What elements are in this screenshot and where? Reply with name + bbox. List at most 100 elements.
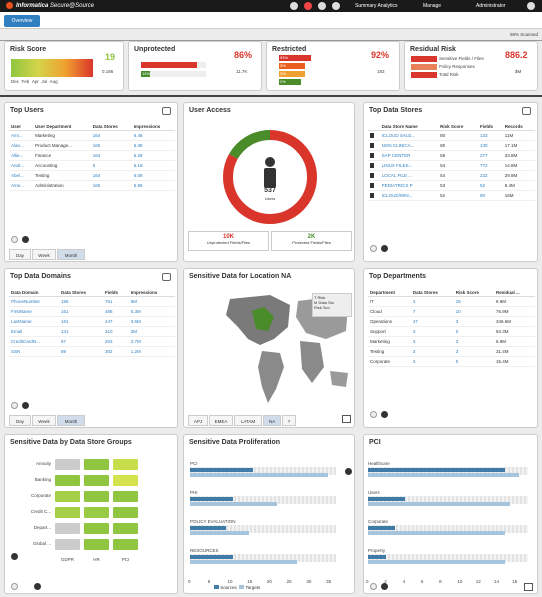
table-row[interactable]: Marketing 3 3 6.9M <box>368 336 535 347</box>
column-header[interactable]: Department <box>368 289 411 297</box>
prev-page-icon[interactable] <box>370 411 377 418</box>
restricted-card[interactable]: Restricted 93% 3% 3% 2% 92% 183 <box>266 41 400 91</box>
table-cell[interactable]: 130 <box>477 140 503 151</box>
period-week-button[interactable]: Week <box>32 415 56 426</box>
region-tab-emea[interactable]: EMEA <box>209 415 233 426</box>
tab-overview[interactable]: Overview <box>4 15 40 27</box>
column-header[interactable]: User Department <box>33 123 91 131</box>
heatmap-cell[interactable] <box>113 475 138 486</box>
table-cell[interactable]: SAP CENTER <box>379 150 439 161</box>
table-cell[interactable]: 3 <box>410 296 454 307</box>
table-cell[interactable]: LOCAL FILE ... <box>379 170 439 181</box>
heatmap-cell[interactable] <box>113 459 138 470</box>
table-row[interactable]: LINUX FILES... 54 772 14.8M <box>368 160 535 171</box>
prev-page-icon[interactable] <box>11 402 18 409</box>
table-cell[interactable]: LINUX FILES... <box>379 160 439 171</box>
residual-risk-card[interactable]: Residual Risk Sensitive Fields / Files P… <box>404 41 538 91</box>
table-cell[interactable]: 6.38 <box>131 140 175 151</box>
table-row[interactable]: ICLOUD SALE... 80 133 11M <box>368 130 535 141</box>
region-south-america[interactable] <box>258 351 284 403</box>
region-tab-other[interactable]: ? <box>282 415 296 426</box>
bar-sources[interactable] <box>368 468 506 472</box>
table-cell[interactable]: 89 <box>59 346 103 357</box>
table-cell[interactable]: 133 <box>477 130 503 141</box>
table-row[interactable]: NON CLINICA... 80 130 17.1M <box>368 140 535 151</box>
column-header[interactable]: Fields <box>102 289 129 297</box>
column-header[interactable]: Data Stores <box>59 289 103 297</box>
table-cell[interactable]: 3 <box>410 326 454 337</box>
table-cell[interactable]: 164 <box>90 150 132 161</box>
table-cell[interactable]: 7 <box>410 306 454 317</box>
globe-icon[interactable] <box>332 2 340 10</box>
table-row[interactable]: Support 3 0 94.3M <box>368 326 535 337</box>
heatmap-cell[interactable] <box>55 491 80 502</box>
menu-summary-analytics[interactable]: Summary Analytics <box>355 3 398 9</box>
table-cell[interactable]: 1.2M <box>128 346 175 357</box>
bar-sources[interactable] <box>190 497 234 501</box>
table-cell[interactable]: 3 <box>410 336 454 347</box>
table-row[interactable]: SSN 89 302 1.2M <box>9 346 175 357</box>
table-cell[interactable]: 15 <box>453 296 494 307</box>
table-row[interactable]: CreditCardN... 87 203 2.7M <box>9 336 175 347</box>
region-tab-latam[interactable]: LATAM <box>234 415 262 426</box>
table-cell[interactable]: SSN <box>9 346 60 357</box>
table-cell[interactable]: Abel... <box>9 170 34 181</box>
table-cell[interactable]: 2M <box>128 326 175 337</box>
table-row[interactable]: Allie... Finance 164 6.28 <box>9 150 175 161</box>
alert-icon[interactable] <box>304 2 312 10</box>
settings-icon[interactable] <box>527 2 535 10</box>
heatmap-cell[interactable] <box>84 507 109 518</box>
bar-targets[interactable] <box>190 531 250 535</box>
export-icon[interactable] <box>524 583 533 591</box>
table-cell[interactable]: 10 <box>453 306 494 317</box>
heatmap-cell[interactable] <box>113 507 138 518</box>
column-header[interactable]: Data Stores <box>90 123 132 131</box>
heatmap-cell[interactable] <box>84 539 109 550</box>
table-cell[interactable]: 3.6M <box>128 316 175 327</box>
gear-icon[interactable] <box>290 2 298 10</box>
expand-icon[interactable] <box>162 107 171 115</box>
table-cell[interactable]: 5.98 <box>131 180 175 191</box>
bar-sources[interactable] <box>190 526 226 530</box>
table-cell[interactable]: 488 <box>102 306 129 317</box>
table-cell[interactable]: 6.48 <box>131 130 175 141</box>
table-cell[interactable]: 52 <box>477 180 503 191</box>
bar-sources[interactable] <box>190 555 234 559</box>
table-row[interactable]: ICLOUD/WIN... 52 90 16M <box>368 190 535 201</box>
world-map[interactable] <box>190 287 352 409</box>
table-row[interactable]: LOCAL FILE ... 54 232 29.8M <box>368 170 535 181</box>
table-cell[interactable]: 310 <box>102 326 129 337</box>
bar-targets[interactable] <box>190 473 329 477</box>
table-cell[interactable]: 761 <box>102 296 129 307</box>
table-row[interactable]: FirstName 161 488 5.3M <box>9 306 175 317</box>
protected-summary[interactable]: 2K Protected Fields/Files <box>271 231 352 251</box>
region-highlight-na[interactable] <box>252 307 274 331</box>
table-cell[interactable]: FirstName <box>9 306 60 317</box>
table-cell[interactable]: 47 <box>410 316 454 327</box>
column-header[interactable]: Risk Score <box>453 289 494 297</box>
table-cell[interactable]: Email <box>9 326 60 337</box>
heatmap-cell[interactable] <box>113 523 138 534</box>
next-page-icon[interactable] <box>381 245 388 252</box>
next-page-icon[interactable] <box>381 411 388 418</box>
table-cell[interactable]: Allie... <box>9 150 34 161</box>
region-africa[interactable] <box>300 341 324 383</box>
table-cell[interactable]: 447 <box>102 316 129 327</box>
bar-sources[interactable] <box>368 555 387 559</box>
risk-score-card[interactable]: Risk Score Dec Feb Apr Jul Aug 19 0.186 <box>4 41 124 91</box>
table-cell[interactable]: 164 <box>90 170 132 181</box>
heatmap-cell[interactable] <box>113 539 138 550</box>
region-tab-apj[interactable]: APJ <box>188 415 208 426</box>
table-cell[interactable]: 6.28 <box>131 150 175 161</box>
heatmap-cell[interactable] <box>55 523 80 534</box>
table-cell[interactable]: 3 <box>453 336 494 347</box>
expand-icon[interactable] <box>522 107 531 115</box>
table-cell[interactable]: 165 <box>90 140 132 151</box>
table-row[interactable]: PhoneNumber 156 761 5M <box>9 296 175 307</box>
bar-sources[interactable] <box>190 468 254 472</box>
table-row[interactable]: Cloud 7 10 76.9M <box>368 306 535 317</box>
table-cell[interactable]: Ame... <box>9 180 34 191</box>
next-page-icon[interactable] <box>22 402 29 409</box>
region-oceania[interactable] <box>330 371 348 387</box>
bar-targets[interactable] <box>368 473 519 477</box>
